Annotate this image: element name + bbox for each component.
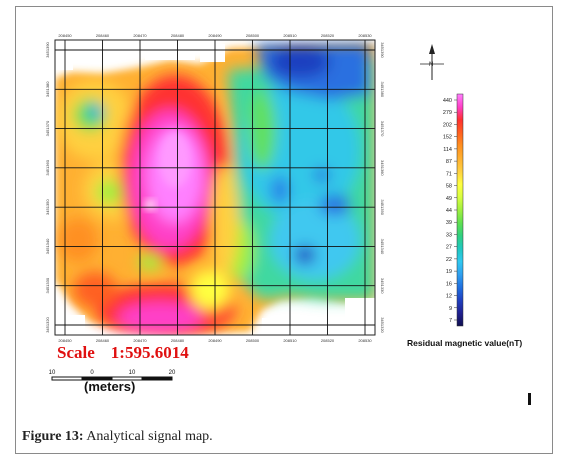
- colorbar-tick-label: 58: [446, 184, 452, 190]
- x-bottom-tick-label: 208520: [321, 338, 335, 343]
- scale-bar: [51, 376, 173, 381]
- y-right-tick-label: 3451370: [380, 121, 385, 137]
- colorbar-tick-label: 440: [443, 98, 452, 104]
- x-top-tick-label: 208450: [58, 33, 72, 38]
- x-top-tick-label: 208460: [96, 33, 110, 38]
- x-bottom-tick-label: 208480: [171, 338, 185, 343]
- x-top-tick-label: 208480: [171, 33, 185, 38]
- y-right-tick-label: 3451340: [380, 239, 385, 255]
- colorbar-tick-label: 27: [446, 245, 452, 251]
- x-top-tick-label: 208510: [283, 33, 297, 38]
- scale-bar-ticks: 10 0 10 20: [49, 370, 176, 376]
- y-right-tick-label: 3451380: [380, 81, 385, 97]
- colorbar-tick-label: 7: [449, 318, 452, 324]
- colorbar-tick-label: 19: [446, 269, 452, 275]
- colorbar: [456, 93, 464, 327]
- colorbar-tick-label: 44: [446, 208, 452, 214]
- x-bottom-tick-label: 208500: [246, 338, 260, 343]
- x-top-tick-label: 208500: [246, 33, 260, 38]
- grid-tick-labels: 208450 208450 208460 208460 208470 208470 2084…: [45, 33, 385, 343]
- colorbar-tick-label: 202: [443, 122, 452, 128]
- y-right-tick-label: 3451390: [380, 42, 385, 58]
- colorbar-tick-label: 22: [446, 257, 452, 263]
- y-left-tick-label: 3451390: [45, 41, 50, 57]
- figure-caption: Figure 13: Analytical signal map.: [22, 429, 213, 445]
- scale-bar-tick-label: 10: [49, 370, 56, 376]
- colorbar-tick-label: 152: [443, 135, 452, 141]
- x-bottom-tick-label: 208490: [208, 338, 222, 343]
- y-left-tick-label: 3451370: [45, 120, 50, 136]
- x-top-tick-label: 208520: [321, 33, 335, 38]
- scale-units: (meters): [84, 379, 136, 394]
- y-left-tick-label: 3451330: [45, 277, 50, 293]
- colorbar-tick-label: 49: [446, 196, 452, 202]
- y-left-tick-label: 3451350: [45, 199, 50, 215]
- colorbar-title: Residual magnetic value(nT): [407, 338, 523, 348]
- colorbar-tick-label: 114: [443, 147, 452, 153]
- scale-label: Scale: [57, 343, 95, 362]
- y-left-tick-label: 3451320: [45, 316, 50, 332]
- colorbar-tick-label: 16: [446, 281, 452, 287]
- y-right-tick-label: 3451320: [380, 317, 385, 333]
- y-right-tick-label: 3451330: [380, 278, 385, 294]
- y-left-tick-label: 3451360: [45, 159, 50, 175]
- y-left-tick-label: 3451380: [45, 81, 50, 97]
- x-top-tick-label: 208470: [133, 33, 147, 38]
- colorbar-tick-label: 71: [446, 171, 452, 177]
- colorbar-tick-label: 279: [443, 110, 452, 116]
- x-bottom-tick-label: 208460: [96, 338, 110, 343]
- x-bottom-tick-label: 208530: [358, 338, 372, 343]
- colorbar-tick-label: 9: [449, 306, 452, 312]
- x-top-tick-label: 208530: [358, 33, 372, 38]
- scale-ratio: 1:595.6014: [110, 343, 189, 362]
- y-right-tick-label: 3451360: [380, 160, 385, 176]
- map-grid: [55, 40, 375, 335]
- y-right-tick-label: 3451350: [380, 199, 385, 215]
- x-bottom-tick-label: 208450: [58, 338, 72, 343]
- figure-label: Figure 13:: [22, 429, 84, 444]
- y-left-tick-label: 3451340: [45, 238, 50, 254]
- colorbar-tick-labels: 440 279 202 152 114 87 71 58 49 44 39 33 27 22 19 16 12 9…: [443, 98, 457, 324]
- scale-bar-tick-label: 20: [169, 370, 176, 376]
- marker-bar: [528, 393, 531, 405]
- north-arrow-icon: [420, 44, 444, 80]
- x-bottom-tick-label: 208510: [283, 338, 297, 343]
- colorbar-tick-label: 12: [446, 294, 452, 300]
- x-top-tick-label: 208490: [208, 33, 222, 38]
- figure-caption-text: Analytical signal map.: [86, 429, 213, 444]
- colorbar-tick-label: 39: [446, 220, 452, 226]
- scale-bar-tick-label: 10: [129, 370, 136, 376]
- map-border: [54, 39, 376, 336]
- colorbar-tick-label: 87: [446, 159, 452, 165]
- north-label: N: [429, 62, 433, 68]
- scale-text: Scale 1:595.6014: [57, 343, 205, 363]
- colorbar-tick-label: 33: [446, 232, 452, 238]
- x-bottom-tick-label: 208470: [133, 338, 147, 343]
- scale-bar-tick-label: 0: [90, 370, 94, 376]
